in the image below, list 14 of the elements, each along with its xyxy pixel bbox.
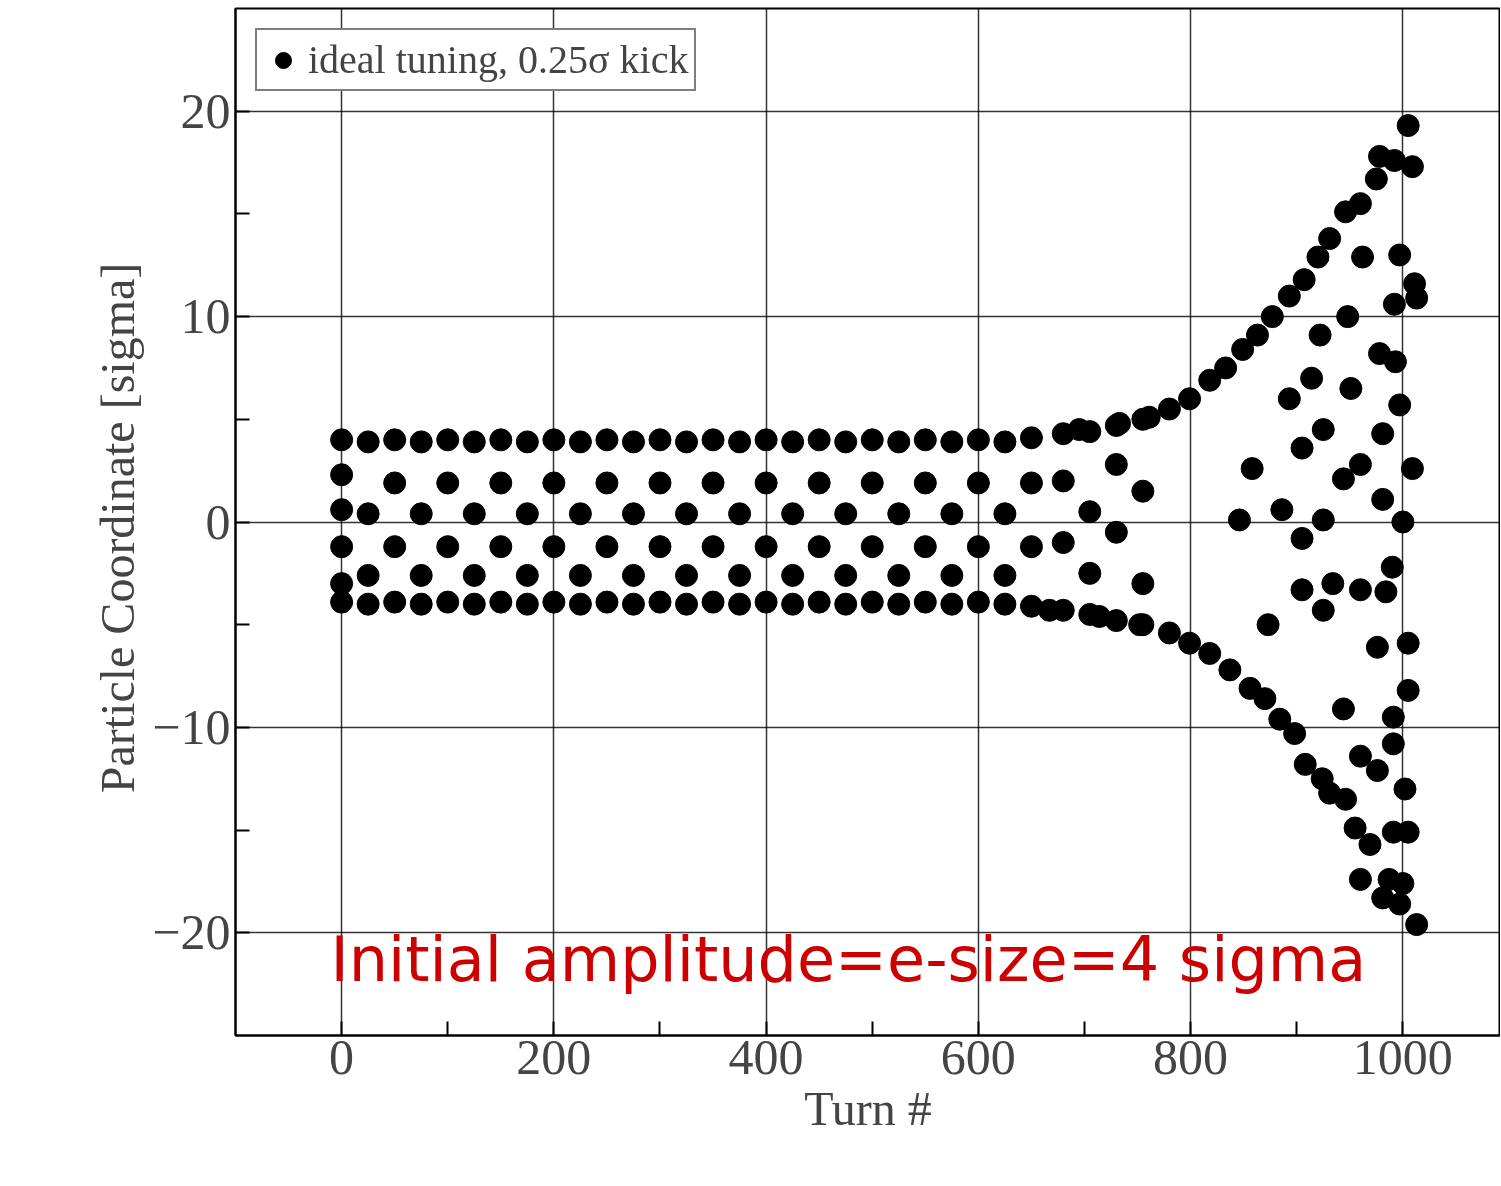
y-tick-label: −20	[152, 904, 231, 961]
x-tick-label: 400	[728, 1028, 804, 1085]
y-tick-label: 10	[180, 288, 231, 345]
y-tick-label: 20	[180, 82, 231, 139]
x-tick-label: 600	[940, 1028, 1016, 1085]
x-tick-label: 200	[516, 1028, 592, 1085]
x-tick-label: 0	[329, 1028, 355, 1085]
y-tick-label: −10	[152, 698, 231, 755]
x-tick-label: 1000	[1352, 1028, 1453, 1085]
x-tick-label: 800	[1153, 1028, 1229, 1085]
y-tick-label: 0	[205, 493, 231, 550]
y-axis-title: Particle Coordinate [sigma]	[91, 262, 145, 794]
legend-label: ideal tuning, 0.25σ kick	[308, 36, 689, 83]
x-axis-title: Turn #	[804, 1081, 932, 1135]
